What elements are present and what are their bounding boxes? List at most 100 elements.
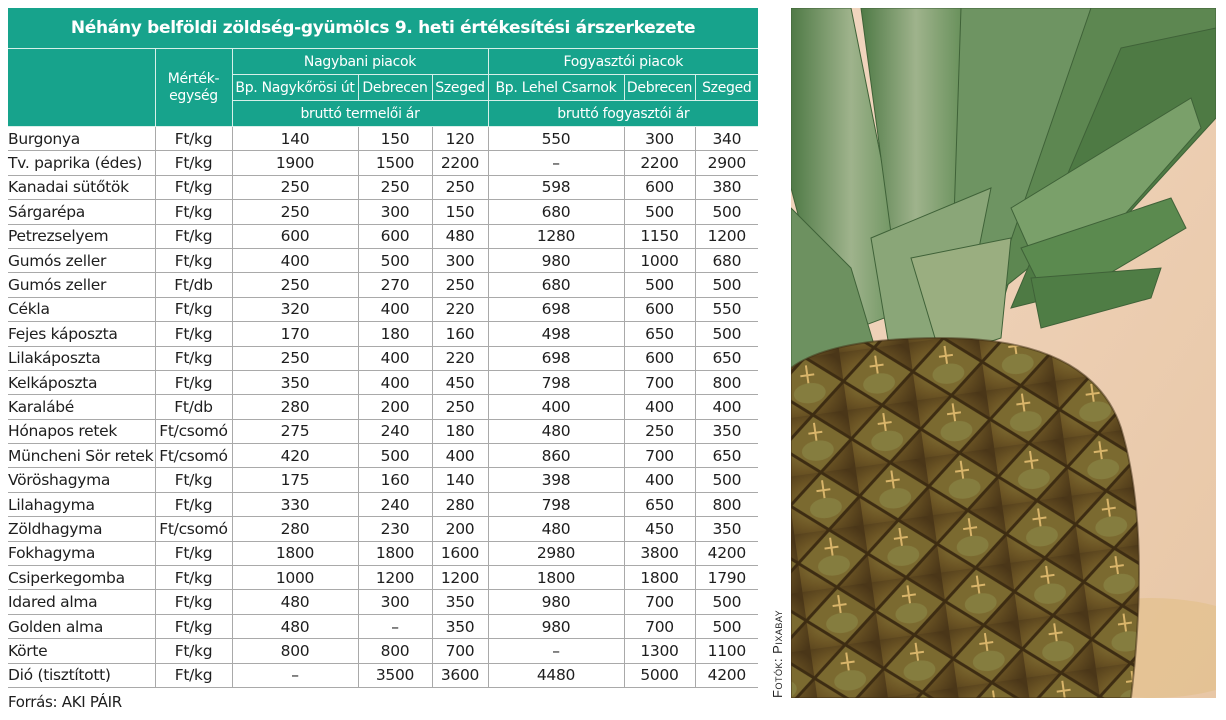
unit-cell: Ft/kg bbox=[154, 321, 233, 347]
consumer-group-header: Fogyasztói piacok bbox=[487, 48, 759, 75]
unit-cell: Ft/kg bbox=[154, 150, 233, 176]
wholesale-group-header: Nagybani piacok bbox=[231, 48, 489, 75]
unit-cell: Ft/kg bbox=[154, 345, 233, 371]
price-cell: 980 bbox=[487, 247, 625, 274]
price-cell: 1600 bbox=[431, 540, 489, 567]
photo-credit: Fotók: Pixabay bbox=[770, 610, 785, 698]
price-cell: 700 bbox=[623, 589, 696, 615]
unit-cell: Ft/db bbox=[154, 272, 233, 298]
price-cell: 500 bbox=[357, 443, 433, 469]
price-cell: 350 bbox=[694, 516, 759, 542]
price-cell: 500 bbox=[623, 272, 696, 298]
price-cell: 280 bbox=[231, 394, 359, 420]
price-cell: 398 bbox=[487, 467, 625, 493]
price-cell: 340 bbox=[694, 125, 759, 152]
price-cell: 200 bbox=[431, 516, 489, 542]
price-cell: – bbox=[487, 150, 625, 176]
table-row: Dió (tisztított) Ft/kg –3500 3600 4480 5000 42… bbox=[8, 662, 759, 688]
price-cell: 300 bbox=[357, 589, 433, 615]
table-row: Burgonya Ft/kg 140 150 120 550 300 340 bbox=[8, 125, 759, 152]
product-name: Lilakáposzta bbox=[8, 345, 156, 371]
price-cell: 400 bbox=[357, 345, 433, 371]
pineapple-photo bbox=[791, 8, 1216, 698]
price-cell: 1800 bbox=[231, 540, 359, 567]
unit-header: Mérték- egység bbox=[154, 48, 233, 127]
price-cell: 330 bbox=[231, 491, 359, 518]
price-cell: 250 bbox=[231, 272, 359, 298]
price-cell: 5000 bbox=[623, 662, 696, 688]
price-cell: 600 bbox=[623, 296, 696, 323]
price-cell: 1150 bbox=[623, 223, 696, 249]
unit-cell: Ft/kg bbox=[154, 199, 233, 225]
price-cell: 650 bbox=[623, 321, 696, 347]
price-cell: 1200 bbox=[694, 223, 759, 249]
table-row: Zöldhagyma Ft/csomó 280 230 200 480 450 350 bbox=[8, 516, 759, 542]
price-cell: 250 bbox=[431, 394, 489, 420]
table-row: Fokhagyma Ft/kg 1800 1800 1600 2980 3800 4200 bbox=[8, 540, 759, 567]
unit-cell: Ft/kg bbox=[154, 467, 233, 493]
price-cell: 700 bbox=[431, 638, 489, 664]
price-cell: 598 bbox=[487, 174, 625, 201]
price-cell: 140 bbox=[431, 467, 489, 493]
price-cell: 698 bbox=[487, 296, 625, 323]
unit-cell: Ft/kg bbox=[154, 540, 233, 567]
price-cell: 250 bbox=[431, 174, 489, 201]
product-name: Golden alma bbox=[8, 613, 156, 640]
table-row: Karalábé Ft/db 280 200 250 400 400 400 bbox=[8, 394, 759, 420]
price-cell: 300 bbox=[357, 199, 433, 225]
market-header: Bp. Lehel Csarnok bbox=[487, 74, 625, 101]
price-cell: 300 bbox=[431, 247, 489, 274]
product-name: Lilahagyma bbox=[8, 491, 156, 518]
price-cell: 980 bbox=[487, 613, 625, 640]
unit-cell: Ft/kg bbox=[154, 223, 233, 249]
unit-cell: Ft/kg bbox=[154, 174, 233, 201]
price-cell: 175 bbox=[231, 467, 359, 493]
product-name: Kelkáposzta bbox=[8, 369, 156, 396]
price-cell: 300 bbox=[623, 125, 696, 152]
price-cell: 180 bbox=[357, 321, 433, 347]
wholesale-price-subtitle: bruttó termelői ár bbox=[231, 100, 489, 127]
price-cell: 480 bbox=[231, 613, 359, 640]
price-cell: 160 bbox=[431, 321, 489, 347]
product-name: Karalábé bbox=[8, 394, 156, 420]
unit-cell: Ft/csomó bbox=[154, 418, 233, 445]
price-cell: 1900 bbox=[231, 150, 359, 176]
price-cell: 350 bbox=[231, 369, 359, 396]
price-cell: 4200 bbox=[694, 662, 759, 688]
price-cell: 3800 bbox=[623, 540, 696, 567]
table-row: Vöröshagyma Ft/kg 175 160 140 398 400 500 bbox=[8, 467, 759, 493]
table-row: Csiperkegomba Ft/kg 1000 1200 1200 1800 1800 17… bbox=[8, 565, 759, 591]
consumer-price-subtitle: bruttó fogyasztói ár bbox=[487, 100, 759, 127]
price-cell: 1800 bbox=[623, 565, 696, 591]
table-row: Kanadai sütőtök Ft/kg 250 250 250 598 600 380 bbox=[8, 174, 759, 201]
price-cell: 600 bbox=[623, 345, 696, 371]
table-row: Sárgarépa Ft/kg 250 300 150 680 500 500 bbox=[8, 199, 759, 225]
table-row: Müncheni Sör retek Ft/csomó 420 500 400 860 70… bbox=[8, 443, 759, 469]
price-cell: 1000 bbox=[231, 565, 359, 591]
product-name: Hónapos retek bbox=[8, 418, 156, 445]
pineapple-illustration bbox=[791, 8, 1216, 698]
price-cell: 500 bbox=[357, 247, 433, 274]
unit-cell: Ft/kg bbox=[154, 589, 233, 615]
price-cell: 600 bbox=[231, 223, 359, 249]
price-cell: 550 bbox=[694, 296, 759, 323]
price-cell: 140 bbox=[231, 125, 359, 152]
price-table-container: Néhány belföldi zöldség-gyümölcs 9. heti… bbox=[8, 8, 759, 688]
price-cell: 650 bbox=[694, 345, 759, 371]
price-cell: 400 bbox=[487, 394, 625, 420]
product-name: Vöröshagyma bbox=[8, 467, 156, 493]
table-row: Körte Ft/kg 800 800 700–1300 1100 bbox=[8, 638, 759, 664]
unit-cell: Ft/kg bbox=[154, 638, 233, 664]
price-cell: 250 bbox=[431, 272, 489, 298]
table-row: Petrezselyem Ft/kg 600 600 480 1280 1150 1200 bbox=[8, 223, 759, 249]
price-cell: 800 bbox=[357, 638, 433, 664]
market-header: Bp. Nagykőrösi út bbox=[231, 74, 359, 101]
unit-cell: Ft/kg bbox=[154, 247, 233, 274]
price-table: Néhány belföldi zöldség-gyümölcs 9. heti… bbox=[8, 8, 759, 688]
price-cell: 500 bbox=[694, 199, 759, 225]
product-name: Fejes káposzta bbox=[8, 321, 156, 347]
price-cell: 400 bbox=[357, 296, 433, 323]
product-name: Csiperkegomba bbox=[8, 565, 156, 591]
product-name: Burgonya bbox=[8, 125, 156, 152]
price-cell: 860 bbox=[487, 443, 625, 469]
